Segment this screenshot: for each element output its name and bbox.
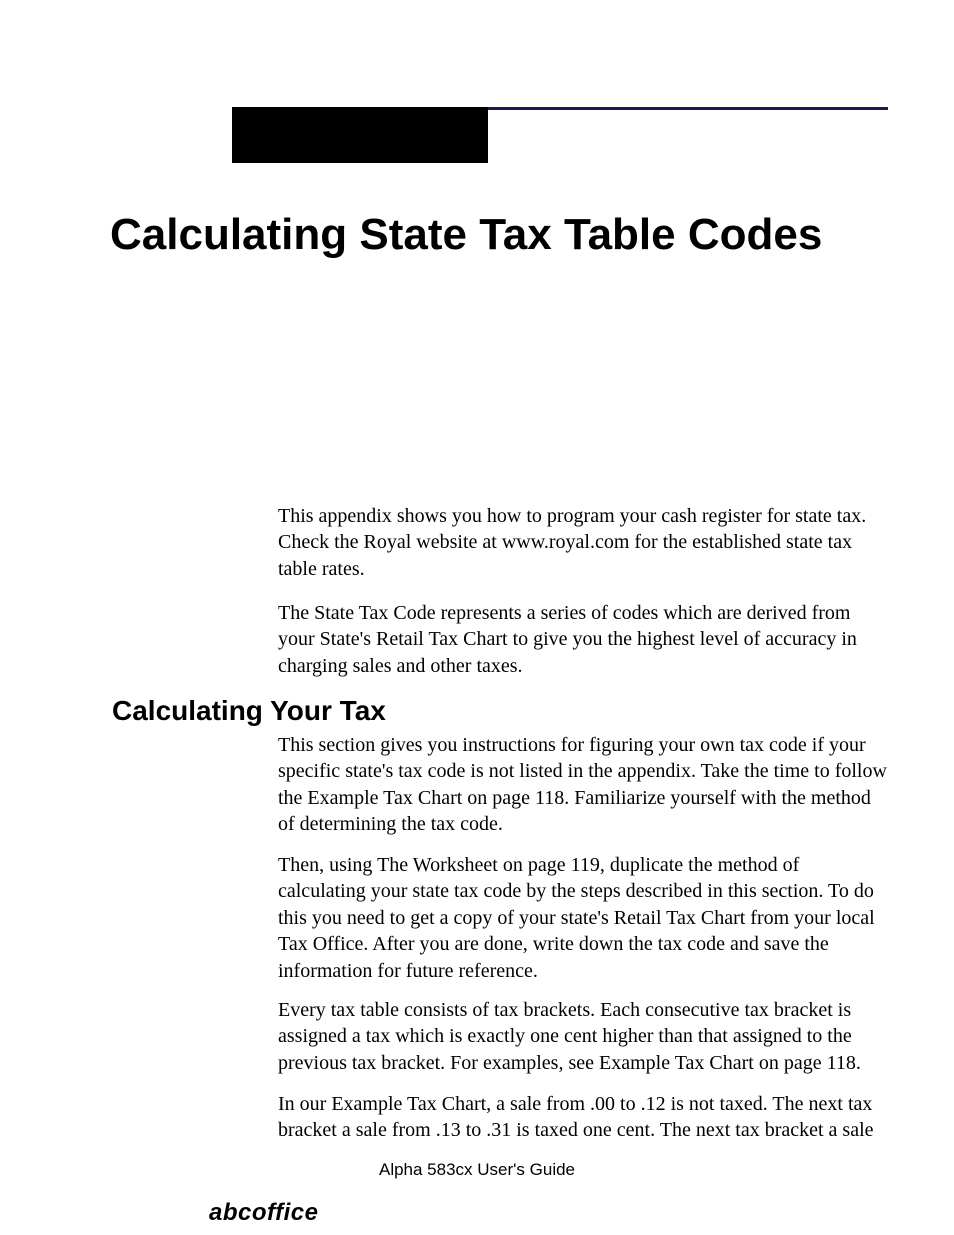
section-paragraph-4: In our Example Tax Chart, a sale from .0… <box>278 1091 888 1144</box>
section-paragraph-1: This section gives you instructions for … <box>278 732 888 838</box>
footer-brand: abcoffice <box>209 1199 318 1227</box>
section-paragraph-3: Every tax table consists of tax brackets… <box>278 997 888 1076</box>
intro-paragraph-2: The State Tax Code represents a series o… <box>278 600 888 679</box>
footer-guide-label: Alpha 583cx User's Guide <box>0 1160 954 1180</box>
section-heading: Calculating Your Tax <box>112 695 386 727</box>
header-block <box>232 107 488 163</box>
section-paragraph-2: Then, using The Worksheet on page 119, d… <box>278 852 888 984</box>
page-title: Calculating State Tax Table Codes <box>110 210 888 260</box>
intro-paragraph-1: This appendix shows you how to program y… <box>278 503 888 582</box>
document-page: Calculating State Tax Table Codes This a… <box>0 0 954 1235</box>
